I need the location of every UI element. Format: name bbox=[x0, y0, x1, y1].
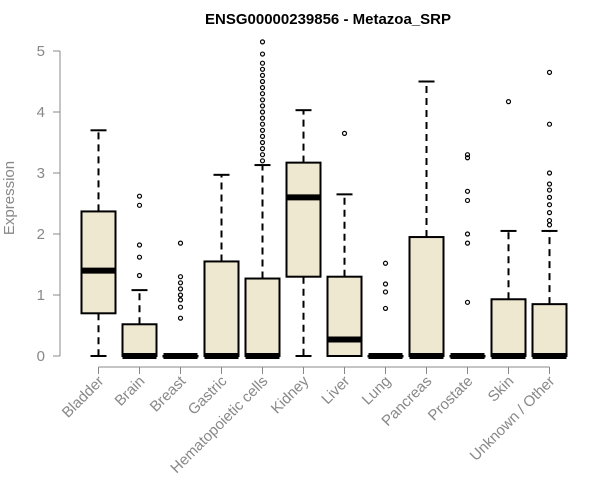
x-tick-label: Lung bbox=[359, 373, 395, 409]
box-kidney bbox=[285, 109, 322, 357]
box-brain bbox=[121, 193, 158, 359]
outlier-point bbox=[382, 281, 389, 287]
box-body bbox=[408, 236, 445, 357]
box-body bbox=[244, 277, 281, 357]
box-liver bbox=[326, 130, 363, 358]
outlier-point bbox=[259, 103, 266, 109]
outlier-point bbox=[546, 69, 553, 75]
x-tick-label: Kidney bbox=[268, 372, 313, 417]
outlier-point bbox=[546, 217, 553, 224]
box-lung bbox=[367, 260, 404, 359]
outlier-point bbox=[382, 289, 389, 295]
outlier-point bbox=[136, 272, 143, 279]
outlier-point bbox=[177, 274, 184, 280]
outlier-point bbox=[546, 187, 553, 193]
box-body bbox=[531, 303, 568, 357]
outlier-point bbox=[464, 299, 471, 305]
outlier-point bbox=[259, 51, 266, 57]
box-hematopoietic-cells bbox=[244, 39, 281, 359]
outlier-point bbox=[177, 240, 184, 246]
y-tick-label: 4 bbox=[37, 104, 45, 121]
outlier-point bbox=[177, 280, 184, 286]
outlier-point bbox=[259, 133, 266, 139]
outlier-point bbox=[464, 155, 471, 161]
outlier-point bbox=[546, 222, 553, 228]
outlier-point bbox=[177, 297, 184, 303]
y-axis-label: Expression bbox=[1, 161, 18, 235]
outlier-point bbox=[505, 99, 512, 105]
outlier-point bbox=[136, 242, 143, 248]
y-axis: 0 1 2 3 4 5 bbox=[37, 43, 61, 365]
outlier-point bbox=[546, 210, 553, 216]
outlier-point bbox=[546, 170, 553, 176]
box-skin bbox=[490, 99, 527, 359]
box-breast bbox=[162, 240, 199, 359]
outlier-point bbox=[546, 202, 553, 208]
outlier-point bbox=[259, 66, 266, 72]
outlier-point bbox=[546, 194, 553, 200]
x-tick-label: Breast bbox=[147, 372, 190, 415]
outlier-point bbox=[464, 197, 471, 204]
outlier-point bbox=[259, 60, 266, 66]
outlier-point bbox=[259, 115, 266, 121]
outlier-point bbox=[259, 109, 266, 115]
outlier-point bbox=[259, 152, 266, 158]
chart-title: ENSG00000239856 - Metazoa_SRP bbox=[205, 11, 451, 28]
outlier-point bbox=[259, 84, 266, 91]
x-tick-label: Brain bbox=[112, 373, 149, 410]
box-unknown-other bbox=[531, 69, 568, 359]
outlier-point bbox=[259, 72, 266, 79]
y-tick-label: 0 bbox=[37, 348, 45, 365]
x-tick-label: Skin bbox=[485, 373, 518, 406]
box-body bbox=[285, 161, 322, 278]
x-tick-label: Prostate bbox=[425, 373, 477, 425]
outlier-point bbox=[177, 292, 184, 298]
box-body bbox=[490, 298, 527, 357]
outlier-point bbox=[546, 181, 553, 187]
outlier-point bbox=[382, 260, 389, 266]
outlier-point bbox=[177, 286, 184, 292]
outlier-point bbox=[464, 152, 471, 158]
box-body bbox=[326, 275, 363, 358]
outlier-point bbox=[136, 193, 143, 199]
outlier-point bbox=[259, 139, 266, 146]
y-tick-label: 5 bbox=[37, 43, 45, 60]
y-tick-label: 2 bbox=[37, 226, 45, 243]
y-tick-label: 1 bbox=[37, 287, 45, 304]
box-body bbox=[203, 260, 240, 358]
box-pancreas bbox=[408, 80, 445, 359]
outlier-point bbox=[177, 304, 184, 310]
outlier-point bbox=[259, 121, 266, 127]
outlier-point bbox=[382, 305, 389, 312]
box-prostate bbox=[449, 152, 486, 359]
outlier-point bbox=[341, 130, 348, 136]
outlier-point bbox=[259, 127, 266, 133]
x-tick-label: Liver bbox=[318, 373, 353, 408]
outlier-point bbox=[177, 315, 184, 321]
outlier-point bbox=[259, 91, 266, 97]
outlier-point bbox=[259, 158, 266, 164]
outlier-point bbox=[546, 121, 553, 127]
outlier-point bbox=[259, 97, 266, 103]
outlier-point bbox=[136, 202, 143, 208]
outlier-point bbox=[259, 146, 266, 152]
outlier-point bbox=[136, 254, 143, 260]
box-bladder bbox=[80, 129, 117, 357]
x-tick-label: Bladder bbox=[59, 373, 108, 422]
outlier-point bbox=[259, 39, 266, 45]
box-body bbox=[121, 323, 158, 357]
outlier-point bbox=[464, 240, 471, 246]
box-gastric bbox=[203, 173, 240, 359]
y-tick-label: 3 bbox=[37, 165, 45, 182]
outlier-point bbox=[464, 188, 471, 194]
outlier-point bbox=[259, 78, 266, 85]
outlier-point bbox=[464, 231, 471, 237]
boxes bbox=[80, 39, 568, 359]
box-body bbox=[80, 210, 117, 315]
